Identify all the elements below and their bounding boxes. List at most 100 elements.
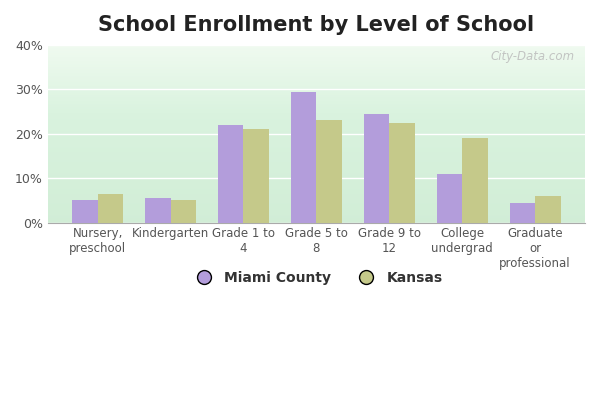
Bar [48, 179, 585, 180]
Bar [48, 130, 585, 131]
Bar [48, 158, 585, 159]
Bar [48, 206, 585, 208]
Bar [48, 111, 585, 112]
Bar [48, 100, 585, 101]
Bar [48, 115, 585, 116]
Bar [48, 123, 585, 124]
Bar [48, 70, 585, 71]
Bar [48, 55, 585, 56]
Bar [48, 141, 585, 142]
Bar [48, 138, 585, 139]
Bar [48, 91, 585, 92]
Bar [48, 124, 585, 125]
Bar [48, 159, 585, 160]
Bar [48, 57, 585, 58]
Bar [48, 82, 585, 83]
Bar [48, 126, 585, 127]
Bar [48, 202, 585, 203]
Bar [48, 143, 585, 144]
Bar [48, 54, 585, 55]
Bar [48, 71, 585, 72]
Bar [48, 75, 585, 76]
Bar [48, 87, 585, 88]
Bar [48, 61, 585, 62]
Bar [48, 144, 585, 145]
Bar [48, 92, 585, 93]
Bar [48, 198, 585, 200]
Bar [48, 152, 585, 153]
Bar [48, 64, 585, 65]
Bar [48, 210, 585, 211]
Bar [437, 174, 462, 222]
Bar [364, 114, 389, 222]
Bar [48, 120, 585, 121]
Bar [48, 195, 585, 196]
Bar [48, 129, 585, 130]
Bar [48, 156, 585, 157]
Bar [48, 160, 585, 161]
Bar [48, 102, 585, 103]
Bar [48, 205, 585, 206]
Bar [48, 68, 585, 69]
Bar [48, 85, 585, 86]
Bar [48, 95, 585, 96]
Bar [48, 113, 585, 114]
Bar [48, 181, 585, 182]
Bar [48, 176, 585, 177]
Bar [48, 178, 585, 179]
Bar [48, 62, 585, 63]
Bar [48, 125, 585, 126]
Bar [48, 69, 585, 70]
Bar [48, 166, 585, 167]
Bar [48, 142, 585, 143]
Bar [48, 157, 585, 158]
Bar [48, 131, 585, 132]
Bar [48, 128, 585, 129]
Bar [48, 139, 585, 140]
Bar [462, 138, 488, 222]
Bar [48, 211, 585, 212]
Bar [48, 63, 585, 64]
Bar [48, 89, 585, 90]
Bar [48, 192, 585, 193]
Bar [291, 92, 316, 222]
Bar [48, 52, 585, 53]
Bar [48, 98, 585, 99]
Bar [48, 197, 585, 198]
Bar [48, 122, 585, 123]
Bar [98, 194, 123, 222]
Bar [48, 59, 585, 60]
Bar [48, 213, 585, 214]
Bar [48, 137, 585, 138]
Bar [48, 105, 585, 106]
Bar [48, 108, 585, 109]
Bar [48, 214, 585, 216]
Bar [48, 189, 585, 190]
Bar [48, 88, 585, 89]
Bar [48, 182, 585, 183]
Bar [48, 118, 585, 119]
Bar [48, 107, 585, 108]
Bar [48, 49, 585, 50]
Bar [48, 109, 585, 110]
Bar [48, 203, 585, 204]
Bar [48, 148, 585, 149]
Bar [48, 173, 585, 174]
Bar [48, 217, 585, 218]
Bar [48, 133, 585, 134]
Bar [48, 193, 585, 194]
Bar [48, 153, 585, 154]
Bar [48, 66, 585, 67]
Bar [48, 94, 585, 95]
Bar [48, 149, 585, 150]
Bar [48, 77, 585, 78]
Bar [48, 180, 585, 181]
Bar [48, 104, 585, 105]
Bar [48, 145, 585, 146]
Bar [48, 167, 585, 168]
Bar [48, 155, 585, 156]
Bar [48, 51, 585, 52]
Bar [48, 151, 585, 152]
Bar [48, 177, 585, 178]
Bar [48, 97, 585, 98]
